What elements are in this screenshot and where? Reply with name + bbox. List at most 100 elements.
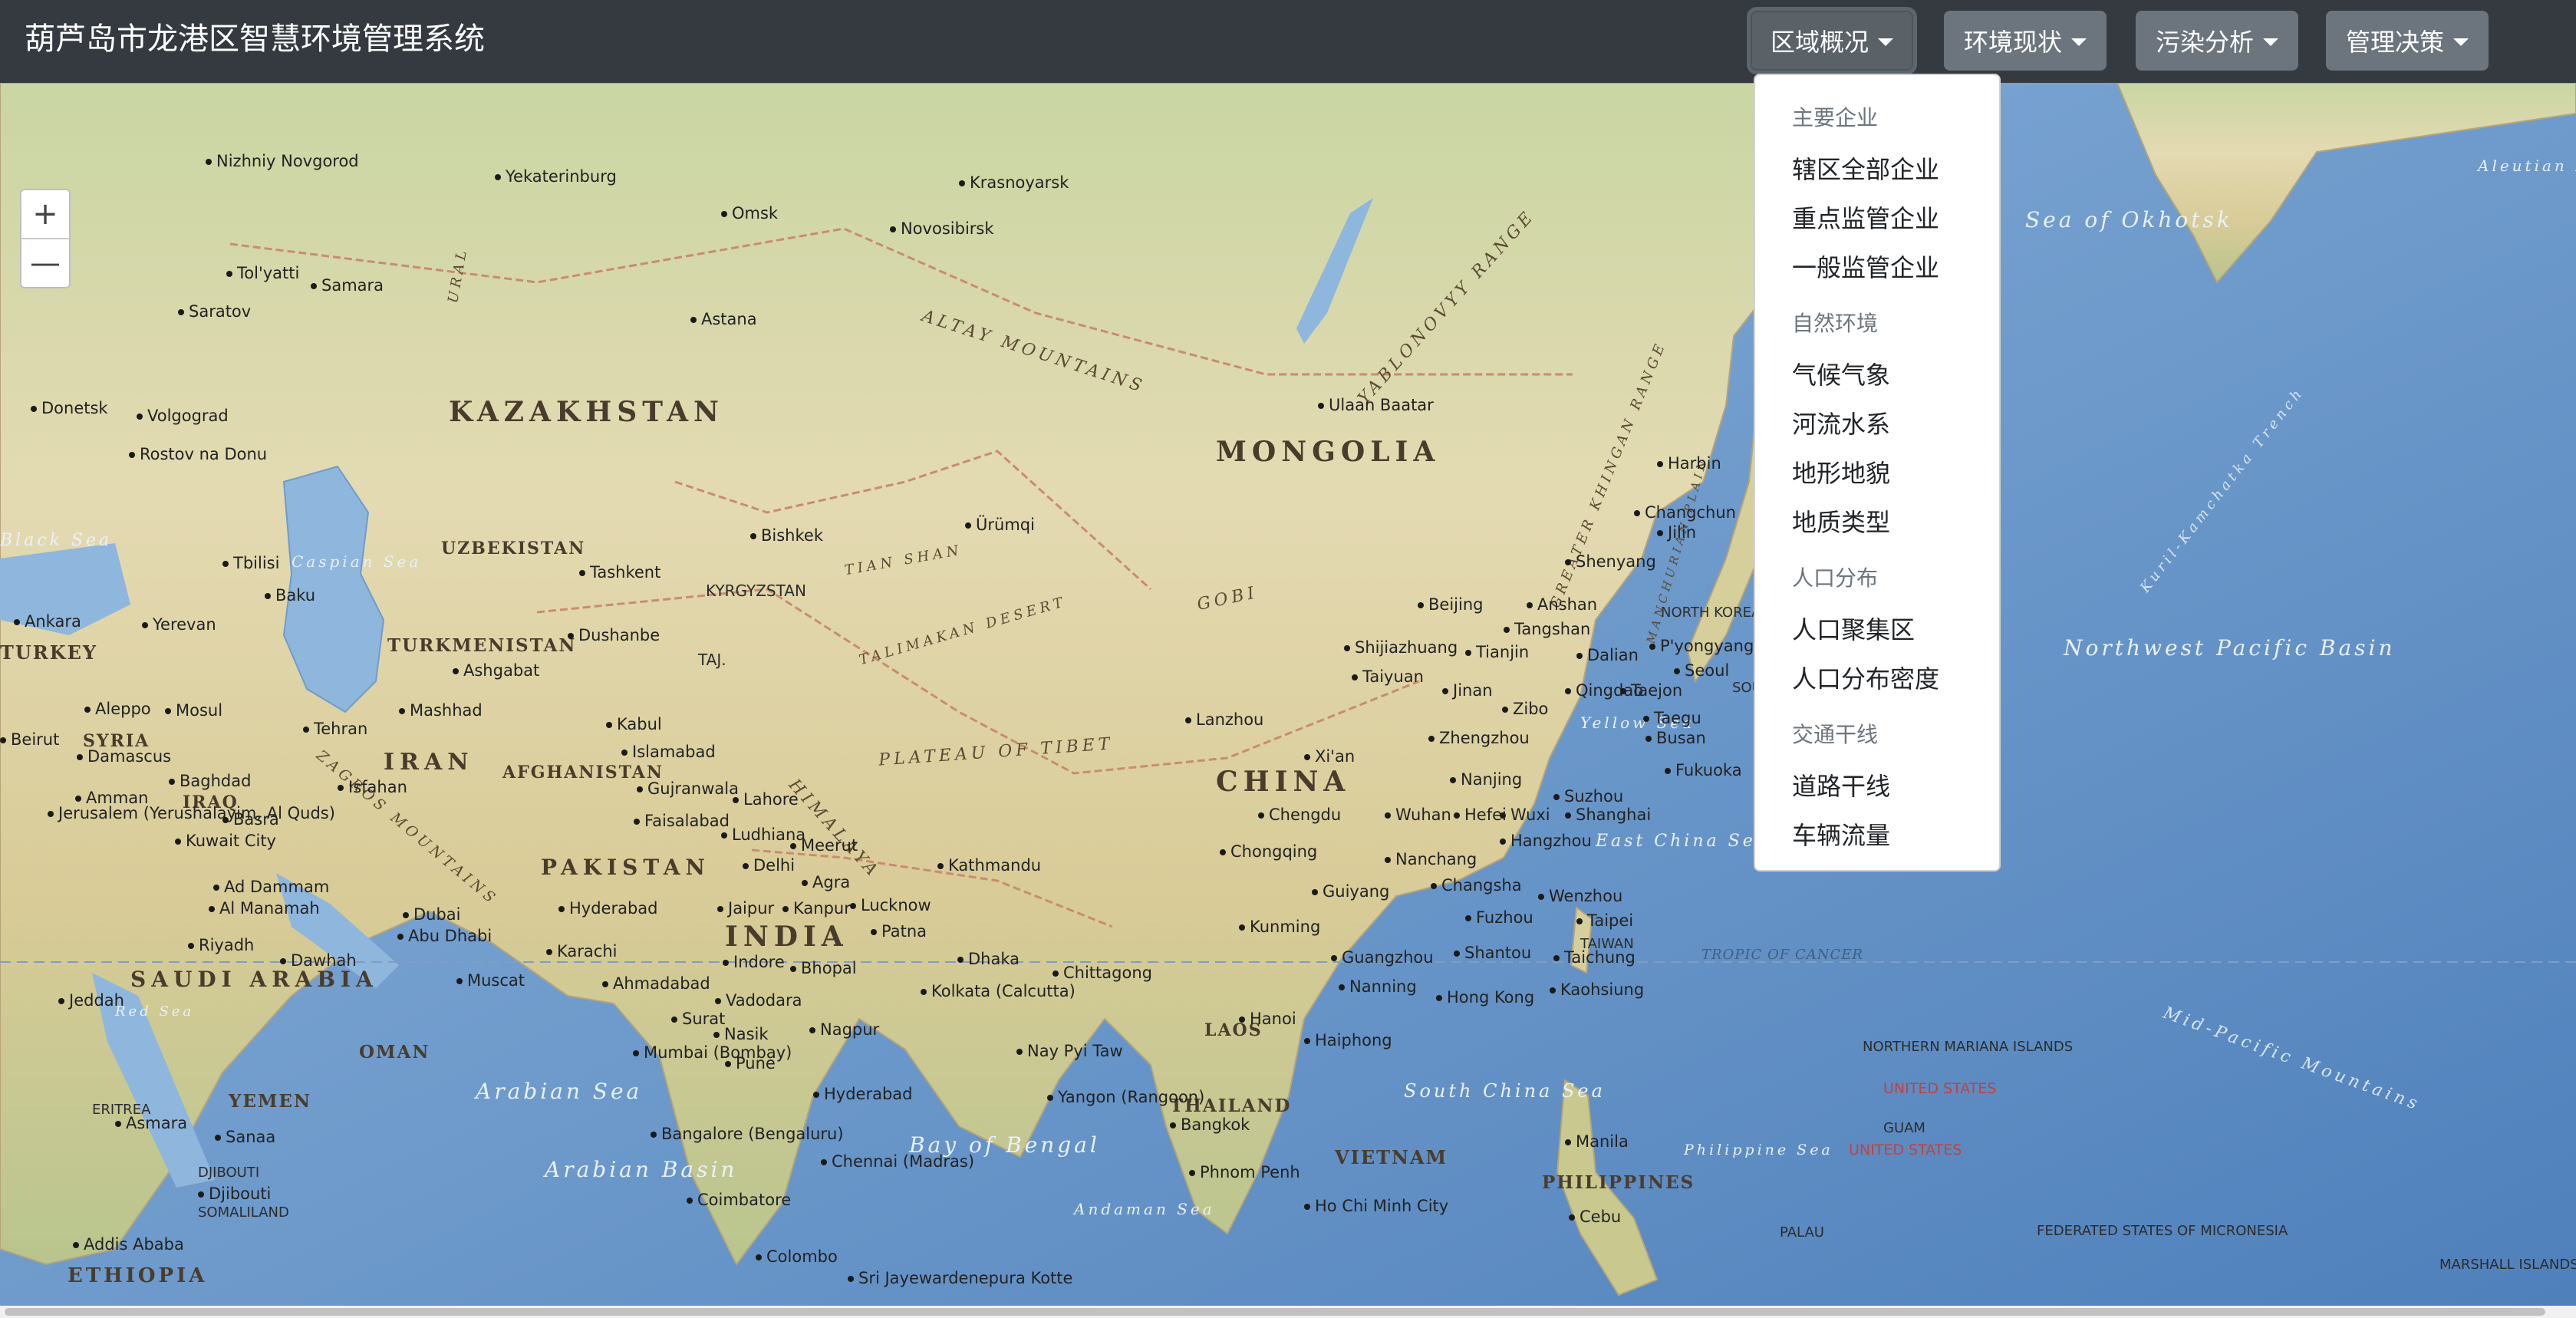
city-label: Hong Kong: [1436, 988, 1534, 1007]
terrain-label: TROPIC OF CANCER: [1701, 947, 1863, 963]
dropdown-header-population: 人口分布: [1792, 565, 1879, 591]
world-map[interactable]: KAZAKHSTAN MONGOLIA CHINA INDIA IRAN PAK…: [0, 83, 2576, 1306]
territory-label: GUAM: [1883, 1120, 1925, 1136]
city-label: Jeddah: [58, 991, 124, 1010]
region-overview-dropdown: 主要企业 辖区全部企业 重点监管企业 一般监管企业 自然环境 气候气象 河流水系…: [1754, 74, 2001, 872]
dropdown-item-terrain[interactable]: 地形地貌: [1792, 459, 1891, 488]
city-label: Wuxi: [1500, 806, 1550, 824]
city-label: Nagpur: [809, 1020, 879, 1039]
management-decision-menu-button[interactable]: 管理决策: [2326, 11, 2489, 71]
city-label: Kabul: [606, 715, 662, 733]
city-label: Taipei: [1576, 911, 1633, 930]
city-label: Patna: [871, 922, 927, 941]
dropdown-item-population-density[interactable]: 人口分布密度: [1792, 664, 1940, 694]
dropdown-item-climate[interactable]: 气候气象: [1792, 361, 1891, 390]
scrollbar-thumb[interactable]: [5, 1308, 2545, 1316]
pollution-analysis-menu-button[interactable]: 污染分析: [2136, 11, 2299, 71]
city-label: Riyadh: [188, 936, 254, 954]
city-label: Astana: [690, 310, 757, 328]
city-label: Dhaka: [957, 950, 1020, 968]
city-label: Faisalabad: [634, 812, 730, 830]
country-label: TAJ.: [698, 651, 726, 669]
city-label: Ulaan Baatar: [1318, 396, 1434, 414]
zoom-in-button[interactable]: +: [32, 196, 58, 232]
city-label: Volgograd: [137, 407, 229, 425]
city-label: Lucknow: [850, 896, 931, 914]
city-label: Kolkata (Calcutta): [921, 982, 1076, 1000]
dropdown-item-general-supervised[interactable]: 一般监管企业: [1792, 253, 1940, 282]
dropdown-item-roads[interactable]: 道路干线: [1792, 772, 1891, 801]
city-label: Hanoi: [1239, 1010, 1296, 1028]
city-label: Sanaa: [215, 1128, 275, 1146]
city-label: Mashhad: [399, 701, 483, 720]
dropdown-item-geology[interactable]: 地质类型: [1792, 508, 1891, 537]
city-label: Saratov: [178, 302, 251, 321]
city-label: Rostov na Donu: [129, 445, 267, 463]
city-label: Kunming: [1239, 918, 1320, 936]
top-navbar: 葫芦岛市龙港区智慧环境管理系统 区域概况 环境现状 污染分析 管理决策: [0, 0, 2576, 83]
city-label: Chengdu: [1258, 806, 1341, 824]
caret-down-icon: [2263, 38, 2279, 46]
city-label: Pune: [725, 1054, 776, 1073]
dropdown-item-traffic-flow[interactable]: 车辆流量: [1792, 821, 1891, 850]
city-label: Fukuoka: [1665, 761, 1742, 779]
city-label: Tol'yatti: [226, 264, 299, 282]
country-label: TURKMENISTAN: [387, 635, 577, 656]
city-label: Chennai (Madras): [821, 1152, 974, 1171]
city-label: Tashkent: [579, 563, 660, 582]
sea-label: Red Sea: [115, 1003, 195, 1020]
zoom-out-button[interactable]: —: [21, 238, 69, 287]
dropdown-item-population-clusters[interactable]: 人口聚集区: [1792, 615, 1916, 644]
city-label: Al Manamah: [209, 899, 320, 918]
country-label: KYRGYZSTAN: [706, 582, 806, 600]
city-label: Chongqing: [1220, 842, 1317, 861]
city-label: Jilin: [1657, 523, 1696, 542]
caret-down-icon: [2453, 38, 2469, 46]
city-label: Bangalore (Bengaluru): [651, 1125, 844, 1143]
city-label: Hyderabad: [558, 899, 658, 918]
city-label: Beijing: [1418, 595, 1483, 614]
country-label: DJIBOUTI: [198, 1165, 260, 1181]
caret-down-icon: [2071, 38, 2087, 46]
dropdown-item-key-supervised[interactable]: 重点监管企业: [1792, 204, 1940, 233]
city-label: Nanning: [1339, 977, 1417, 996]
city-label: Colombo: [756, 1247, 838, 1266]
city-label: Beirut: [0, 730, 59, 749]
city-label: Taiyuan: [1352, 667, 1424, 686]
city-label: Nay Pyi Taw: [1016, 1042, 1123, 1060]
dropdown-item-all-enterprises[interactable]: 辖区全部企业: [1792, 155, 1940, 184]
city-label: Bhopal: [790, 959, 857, 977]
city-label: Yerevan: [142, 615, 216, 634]
city-label: Guangzhou: [1331, 948, 1434, 967]
dropdown-item-rivers[interactable]: 河流水系: [1792, 410, 1891, 439]
zoom-control: + —: [20, 189, 71, 288]
territory-label: UNITED STATES: [1849, 1142, 1962, 1158]
sea-label: Aleutian Basin: [2478, 157, 2576, 175]
city-label: Tbilisi: [222, 554, 279, 572]
city-label: Hangzhou: [1500, 832, 1592, 850]
country-label: ETHIOPIA: [68, 1264, 208, 1287]
city-label: Mosul: [165, 701, 222, 720]
app-title: 葫芦岛市龙港区智慧环境管理系统: [25, 21, 485, 57]
horizontal-scrollbar[interactable]: [0, 1306, 2576, 1318]
city-label: Gujranwala: [637, 779, 739, 798]
city-label: Wenzhou: [1538, 887, 1622, 905]
city-label: Donetsk: [31, 399, 108, 417]
city-label: Baghdad: [169, 772, 251, 790]
country-label: UZBEKISTAN: [441, 539, 586, 559]
city-label: Shanghai: [1565, 806, 1651, 824]
city-label: Cebu: [1569, 1208, 1621, 1226]
environment-status-menu-button[interactable]: 环境现状: [1944, 11, 2107, 71]
city-label: Delhi: [743, 856, 795, 875]
city-label: Ashgabat: [453, 661, 539, 680]
sea-label: Sea of Okhotsk: [2025, 207, 2233, 232]
city-label: Nizhniy Novgorod: [206, 152, 359, 170]
city-label: Samara: [311, 276, 384, 295]
region-overview-menu-button[interactable]: 区域概况: [1751, 11, 1914, 71]
territory-label: FEDERATED STATES OF MICRONESIA: [2037, 1223, 2288, 1239]
sea-label: East China Sea: [1596, 832, 1769, 851]
city-label: Kuwait City: [175, 832, 276, 850]
city-label: Shenyang: [1565, 552, 1656, 571]
city-label: Xi'an: [1304, 747, 1355, 766]
country-label: NORTH KOREA: [1661, 605, 1761, 621]
